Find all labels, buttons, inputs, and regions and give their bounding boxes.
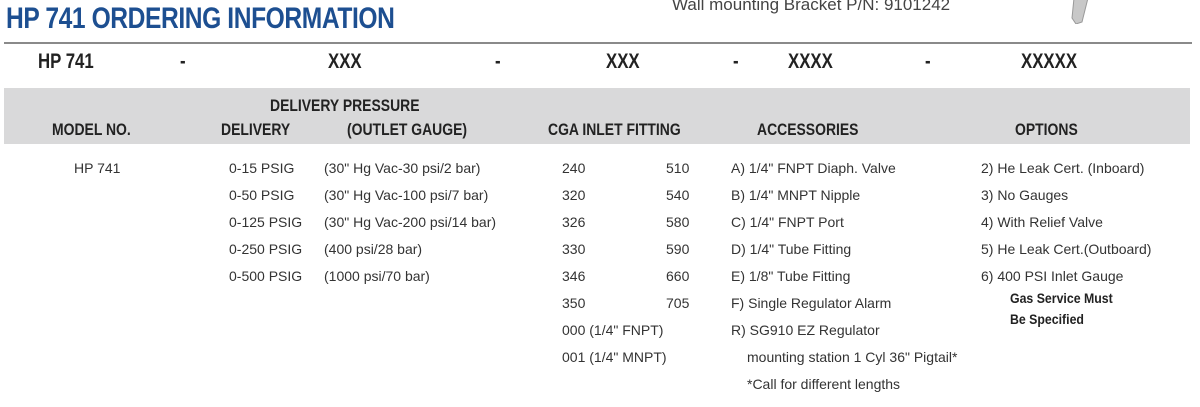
page-title: HP 741 ORDERING INFORMATION bbox=[6, 2, 395, 35]
outlet-gauge-range: (30" Hg Vac-100 psi/7 bar) bbox=[324, 187, 489, 203]
cga-fitting: 580 bbox=[666, 214, 690, 230]
accessory-item: mounting station 1 Cyl 36" Pigtail* bbox=[747, 349, 958, 365]
cga-fitting: 540 bbox=[666, 187, 690, 203]
cga-fitting: 240 bbox=[562, 160, 586, 176]
code-accessories: XXXX bbox=[788, 50, 833, 73]
code-delivery: XXX bbox=[328, 50, 362, 73]
option-item: 4) With Relief Valve bbox=[981, 214, 1103, 230]
code-model: HP 741 bbox=[38, 50, 94, 73]
outlet-gauge-range: (400 psi/28 bar) bbox=[324, 241, 423, 257]
option-item: 5) He Leak Cert.(Outboard) bbox=[981, 241, 1152, 257]
option-item: 6) 400 PSI Inlet Gauge bbox=[981, 268, 1124, 284]
cga-fitting: 001 (1/4" MNPT) bbox=[562, 349, 667, 365]
code-cga: XXX bbox=[606, 50, 640, 73]
cga-fitting: 705 bbox=[666, 295, 690, 311]
header-model: MODEL NO. bbox=[52, 120, 131, 139]
header-cga: CGA INLET FITTING bbox=[548, 120, 681, 139]
divider bbox=[4, 42, 1192, 44]
cga-fitting: 326 bbox=[562, 214, 586, 230]
delivery-range: 0-50 PSIG bbox=[229, 187, 295, 203]
header-accessories: ACCESSORIES bbox=[757, 120, 859, 139]
delivery-range: 0-15 PSIG bbox=[229, 160, 295, 176]
cga-fitting: 590 bbox=[666, 241, 690, 257]
bracket-image bbox=[1071, 0, 1089, 24]
cga-fitting: 000 (1/4" FNPT) bbox=[562, 322, 664, 338]
options-note: Gas Service Must bbox=[1010, 290, 1113, 306]
cga-fitting: 350 bbox=[562, 295, 586, 311]
accessory-item: A) 1/4" FNPT Diaph. Valve bbox=[731, 160, 896, 176]
cga-fitting: 320 bbox=[562, 187, 586, 203]
accessory-item: E) 1/8" Tube Fitting bbox=[731, 268, 851, 284]
header-options: OPTIONS bbox=[1015, 120, 1078, 139]
delivery-range: 0-500 PSIG bbox=[229, 268, 303, 284]
code-sep: - bbox=[180, 50, 186, 73]
outlet-gauge-range: (30" Hg Vac-30 psi/2 bar) bbox=[324, 160, 481, 176]
options-note: Be Specified bbox=[1010, 311, 1084, 327]
header-outlet-gauge: (OUTLET GAUGE) bbox=[347, 120, 468, 139]
header-delivery-pressure: DELIVERY PRESSURE bbox=[270, 96, 420, 115]
cga-fitting: 346 bbox=[562, 268, 586, 284]
accessory-item: B) 1/4" MNPT Nipple bbox=[731, 187, 861, 203]
code-sep: - bbox=[925, 50, 931, 73]
accessory-item: C) 1/4" FNPT Port bbox=[731, 214, 844, 230]
delivery-range: 0-125 PSIG bbox=[229, 214, 303, 230]
header-band bbox=[4, 88, 1190, 144]
accessory-item: R) SG910 EZ Regulator bbox=[731, 322, 880, 338]
accessory-item: F) Single Regulator Alarm bbox=[731, 295, 892, 311]
delivery-range: 0-250 PSIG bbox=[229, 241, 303, 257]
code-sep: - bbox=[495, 50, 501, 73]
option-item: 3) No Gauges bbox=[981, 187, 1069, 203]
option-item: 2) He Leak Cert. (Inboard) bbox=[981, 160, 1145, 176]
code-sep: - bbox=[733, 50, 739, 73]
bracket-part-number: Wall mounting Bracket P/N: 9101242 bbox=[672, 0, 951, 14]
code-options: XXXXX bbox=[1021, 50, 1078, 73]
outlet-gauge-range: (1000 psi/70 bar) bbox=[324, 268, 430, 284]
outlet-gauge-range: (30" Hg Vac-200 psi/14 bar) bbox=[324, 214, 497, 230]
cga-fitting: 660 bbox=[666, 268, 690, 284]
header-delivery: DELIVERY bbox=[221, 120, 291, 139]
model-value: HP 741 bbox=[74, 160, 121, 176]
accessory-item: D) 1/4" Tube Fitting bbox=[731, 241, 852, 257]
accessory-item: *Call for different lengths bbox=[747, 376, 901, 392]
cga-fitting: 330 bbox=[562, 241, 586, 257]
cga-fitting: 510 bbox=[666, 160, 690, 176]
